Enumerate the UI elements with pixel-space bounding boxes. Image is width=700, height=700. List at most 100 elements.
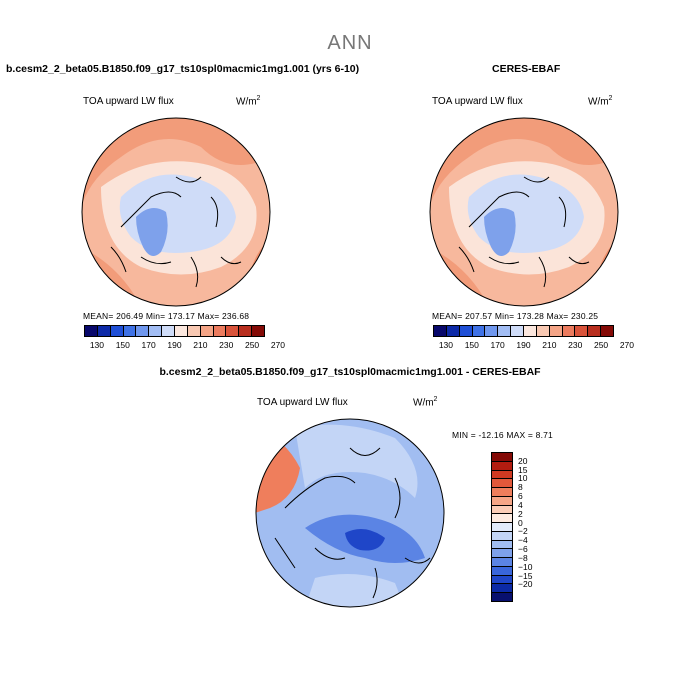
colorbar-tick-label: 150 [115, 340, 130, 350]
panel-1-variable: TOA upward LW flux [83, 96, 174, 107]
map-warm-region [430, 118, 618, 207]
colorbar-swatch [492, 593, 512, 602]
map-light-region [295, 424, 418, 498]
colorbar-tick-label: 230 [219, 340, 234, 350]
colorbar-swatch [485, 326, 499, 336]
colorbar-tick-label: 15 [518, 464, 528, 475]
colorbar-swatch [492, 523, 512, 532]
colorbar-swatch [601, 326, 614, 336]
colorbar-tick-label: 270 [270, 340, 286, 350]
colorbar-tick-label: −15 [518, 570, 533, 581]
colorbar-tick-label: 230 [568, 340, 583, 350]
colorbar-swatch [492, 496, 512, 506]
colorbar-tick-label: 10 [518, 473, 528, 484]
colorbar-tick-label: 130 [438, 340, 454, 350]
colorbar-tick-label: −10 [518, 561, 533, 572]
panel-3-colorbar [491, 452, 513, 602]
colorbar-swatch [136, 326, 150, 336]
panel-3-variable: TOA upward LW flux [257, 397, 348, 408]
panel-2-title: CERES-EBAF [492, 63, 561, 75]
colorbar-swatch [492, 453, 512, 462]
panel-2-units: W/m2 [588, 95, 613, 108]
colorbar-swatch [149, 326, 163, 336]
colorbar-swatch [492, 575, 512, 585]
panel-3-units: W/m2 [413, 396, 438, 409]
colorbar-tick-label: 250 [244, 340, 260, 350]
colorbar-swatch [492, 531, 512, 541]
colorbar-tick-label: 210 [193, 340, 208, 350]
map-greenland [484, 208, 516, 256]
colorbar-swatch [588, 326, 602, 336]
colorbar-swatch [110, 326, 124, 336]
colorbar-tick-label: 250 [593, 340, 609, 350]
colorbar-swatch [459, 326, 473, 336]
panel-3-polar-map [255, 418, 445, 608]
colorbar-swatch [226, 326, 240, 336]
map-coastline [458, 176, 590, 288]
colorbar-swatch [187, 326, 201, 336]
panel-1-stats: MEAN= 206.49 Min= 173.17 Max= 236.68 [83, 311, 250, 321]
panel-2-polar-map [429, 117, 619, 307]
colorbar-swatch [562, 326, 576, 336]
panel-1-title: b.cesm2_2_beta05.B1850.f09_g17_ts10spl0m… [6, 63, 360, 75]
map-light-region-south [305, 574, 405, 607]
colorbar-swatch [492, 549, 512, 559]
colorbar-tick-label: 270 [619, 340, 635, 350]
colorbar-swatch [492, 514, 512, 524]
colorbar-swatch [434, 326, 447, 336]
map-coastline [110, 176, 242, 288]
colorbar-tick-label: 170 [141, 340, 156, 350]
colorbar-swatch [123, 326, 137, 336]
map-warm-region [82, 118, 270, 207]
colorbar-swatch [492, 461, 512, 471]
colorbar-tick-label: 20 [518, 455, 528, 466]
colorbar-tick-label: 190 [516, 340, 531, 350]
colorbar-swatch [575, 326, 589, 336]
panel-3-stats: MIN = -12.16 MAX = 8.71 [452, 430, 553, 440]
panel-1-units: W/m2 [236, 95, 261, 108]
colorbar-swatch [492, 470, 512, 480]
colorbar-tick-label: 190 [167, 340, 182, 350]
colorbar-swatch [85, 326, 98, 336]
panel-1-colorbar [84, 325, 265, 337]
colorbar-tick-label: 4 [518, 499, 523, 510]
panel-2-colorbar [433, 325, 614, 337]
colorbar-swatch [492, 505, 512, 515]
colorbar-swatch [511, 326, 525, 336]
colorbar-tick-label: 150 [464, 340, 479, 350]
colorbar-swatch [252, 326, 265, 336]
colorbar-swatch [239, 326, 253, 336]
colorbar-tick-label: 8 [518, 482, 523, 493]
colorbar-swatch [472, 326, 486, 336]
colorbar-tick-label: 6 [518, 491, 523, 502]
colorbar-swatch [492, 540, 512, 550]
map-greenland [136, 208, 168, 256]
panel-3-colorbar-ticks: 20 15 10 8 6 4 2 0 −2 −4 −6 −8 −10 −15 −20 [518, 452, 558, 602]
colorbar-tick-label: 2 [518, 508, 523, 519]
colorbar-tick-label: 0 [518, 517, 523, 528]
colorbar-swatch [492, 584, 512, 594]
panel-2-variable: TOA upward LW flux [432, 96, 523, 107]
colorbar-swatch [492, 488, 512, 497]
colorbar-swatch [498, 326, 512, 336]
colorbar-swatch [492, 479, 512, 489]
colorbar-swatch [162, 326, 176, 336]
colorbar-swatch [97, 326, 111, 336]
colorbar-tick-label: −6 [518, 544, 528, 555]
colorbar-tick-label: −2 [518, 526, 528, 537]
colorbar-swatch [492, 566, 512, 576]
colorbar-swatch [524, 326, 537, 336]
colorbar-tick-label: 170 [490, 340, 505, 350]
colorbar-swatch [492, 558, 512, 567]
colorbar-tick-label: −20 [518, 579, 533, 590]
colorbar-swatch [536, 326, 550, 336]
panel-2-stats: MEAN= 207.57 Min= 173.28 Max= 230.25 [432, 311, 599, 321]
colorbar-tick-label: 130 [89, 340, 105, 350]
colorbar-tick-label: −8 [518, 552, 528, 563]
colorbar-swatch [213, 326, 227, 336]
map-strong-cool-region [345, 529, 385, 551]
main-title: ANN [327, 32, 373, 54]
colorbar-swatch [549, 326, 563, 336]
panel-2-colorbar-ticks: 130 150 170 190 210 230 250 270 [433, 340, 634, 352]
colorbar-swatch [200, 326, 214, 336]
